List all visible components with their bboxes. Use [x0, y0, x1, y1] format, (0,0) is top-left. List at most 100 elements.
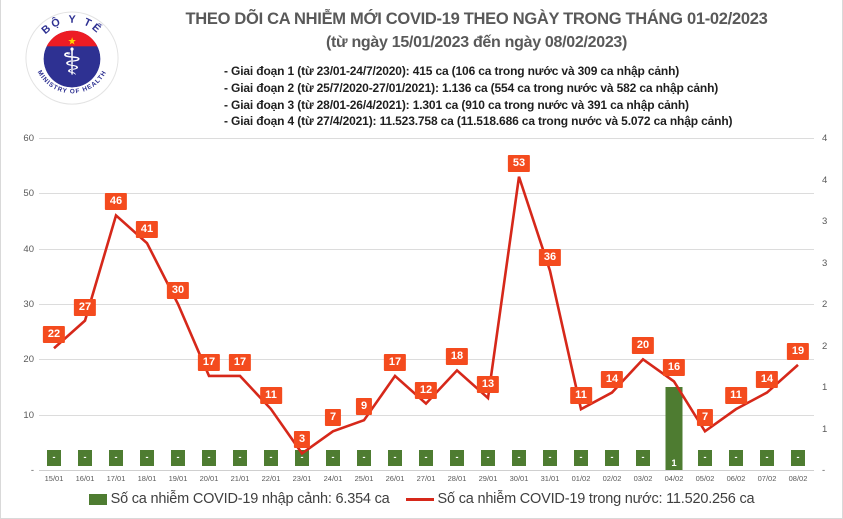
- imported-cases-zero-label: -: [264, 450, 278, 466]
- right-axis-tick: 2: [822, 299, 828, 310]
- domestic-cases-point-label: 12: [414, 381, 438, 399]
- green-bar-swatch-icon: [88, 493, 107, 505]
- left-axis-tick: 20: [23, 354, 34, 366]
- x-axis-label: 28/01: [447, 474, 467, 483]
- imported-cases-zero-label: -: [233, 450, 247, 466]
- imported-cases-zero-label: -: [202, 450, 216, 466]
- imported-cases-zero-label: -: [326, 450, 340, 466]
- domestic-cases-point-label: 9: [355, 398, 373, 416]
- domestic-cases-point-label: 27: [73, 298, 97, 316]
- x-axis-label: 04/02: [664, 474, 684, 483]
- legend-item-imported: Số ca nhiễm COVID-19 nhập cảnh: 6.354 ca: [88, 491, 390, 507]
- period-4-line: - Giai đoạn 4 (từ 27/4/2021): 11.523.758…: [224, 114, 733, 129]
- left-axis-tick: 10: [23, 409, 34, 421]
- right-axis-tick: 3: [822, 257, 828, 269]
- domestic-cases-point-label: 13: [476, 376, 500, 394]
- imported-cases-zero-label: -: [140, 450, 154, 466]
- x-axis-label: 06/02: [726, 474, 746, 483]
- imported-cases-zero-label: -: [295, 450, 309, 466]
- imported-cases-zero-label: -: [605, 450, 619, 466]
- domestic-cases-point-label: 11: [260, 387, 282, 405]
- logo-red-band: [43, 30, 101, 47]
- domestic-cases-point-label: 22: [42, 326, 66, 344]
- period-2-line: - Giai đoạn 2 (từ 25/7/2020-27/01/2021):…: [224, 80, 719, 95]
- right-axis-tick: 3: [822, 216, 828, 227]
- x-axis-label: 26/01: [385, 474, 405, 483]
- period-3-line: - Giai đoạn 3 (từ 28/01-26/4/2021): 1.30…: [224, 97, 689, 112]
- imported-cases-zero-label: -: [760, 450, 774, 466]
- imported-cases-zero-label: -: [574, 450, 588, 466]
- x-axis-label: 18/01: [137, 474, 157, 483]
- x-axis-label: 16/01: [75, 474, 95, 483]
- domestic-cases-point-label: 17: [197, 353, 221, 371]
- domestic-cases-point-label: 16: [662, 359, 686, 377]
- chart-legend: Số ca nhiễm COVID-19 nhập cảnh: 6.354 ca…: [1, 491, 842, 507]
- x-axis-label: 19/01: [168, 474, 188, 483]
- x-axis-label: 31/01: [540, 474, 560, 483]
- imported-cases-zero-label: -: [450, 450, 464, 466]
- legend-item-domestic: Số ca nhiễm COVID-19 trong nước: 11.520.…: [405, 491, 755, 507]
- x-axis-label: 02/02: [602, 474, 622, 483]
- x-axis-label: 01/02: [571, 474, 591, 483]
- domestic-cases-point-label: 30: [166, 282, 190, 299]
- x-axis-label: 05/02: [695, 474, 715, 483]
- x-axis-label: 30/01: [509, 474, 529, 483]
- x-axis-label: 21/01: [230, 474, 250, 483]
- x-axis-label: 15/01: [44, 474, 64, 483]
- imported-cases-zero-label: -: [109, 450, 123, 466]
- x-axis-label: 20/01: [199, 474, 219, 483]
- h-gridline: [38, 138, 814, 139]
- h-gridline: [38, 359, 814, 361]
- period-summary: - Giai đoạn 1 (từ 23/01-24/7/2020): 415 …: [224, 63, 733, 130]
- left-axis-tick: 60: [23, 133, 34, 144]
- right-axis-tick: 4: [822, 174, 828, 186]
- x-axis-label: 24/01: [323, 474, 343, 483]
- star-icon: ★: [68, 36, 77, 47]
- domestic-cases-point-label: 36: [538, 248, 562, 266]
- ministry-of-health-logo: BỘ Y TẾ MINISTRY OF HEALTH ★ ⚕: [25, 11, 119, 105]
- legend-label-domestic: Số ca nhiễm COVID-19 trong nước: 11.520.…: [437, 491, 755, 507]
- domestic-cases-point-label: 7: [324, 409, 342, 427]
- page-subtitle: (từ ngày 15/01/2023 đến ngày 08/02/2023): [325, 34, 628, 51]
- h-gridline: [38, 470, 814, 471]
- imported-cases-zero-label: -: [543, 450, 557, 466]
- imported-cases-zero-label: -: [481, 450, 495, 466]
- x-axis-label: 23/01: [292, 474, 312, 483]
- right-axis-tick: 2: [822, 340, 828, 352]
- domestic-cases-point-label: 19: [786, 342, 810, 360]
- domestic-cases-point-label: 11: [725, 387, 747, 405]
- imported-cases-zero-label: -: [357, 450, 371, 466]
- imported-cases-bar: 1: [665, 387, 683, 470]
- imported-cases-zero-label: -: [47, 450, 61, 466]
- page-title: THEO DÕI CA NHIỄM MỚI COVID-19 THEO NGÀY…: [185, 10, 768, 28]
- right-axis-tick: 4: [822, 133, 828, 144]
- x-axis-label: 29/01: [478, 474, 498, 483]
- domestic-cases-point-label: 17: [228, 353, 252, 371]
- red-line-swatch-icon: [405, 497, 434, 501]
- domestic-cases-point-label: 18: [445, 348, 469, 366]
- domestic-cases-point-label: 3: [293, 431, 311, 449]
- x-axis-label: 22/01: [261, 474, 281, 483]
- x-axis-label: 07/02: [757, 474, 777, 483]
- left-axis-tick: 50: [23, 188, 34, 200]
- imported-cases-zero-label: -: [171, 450, 185, 466]
- domestic-cases-point-label: 41: [135, 221, 159, 239]
- domestic-cases-point-label: 14: [755, 370, 779, 388]
- x-axis-label: 27/01: [416, 474, 436, 483]
- domestic-cases-point-label: 17: [383, 353, 407, 371]
- h-gridline: [38, 193, 814, 195]
- domestic-cases-point-label: 7: [696, 409, 714, 427]
- imported-cases-zero-label: -: [78, 450, 92, 466]
- asclepius-staff-icon: ⚕: [62, 41, 82, 83]
- domestic-cases-point-label: 20: [631, 337, 655, 355]
- x-axis-label: 08/02: [788, 474, 808, 483]
- right-axis-tick: 1: [822, 382, 828, 393]
- imported-cases-bar-label: 1: [671, 458, 677, 469]
- imported-cases-zero-label: -: [636, 450, 650, 466]
- period-1-line: - Giai đoạn 1 (từ 23/01-24/7/2020): 415 …: [224, 64, 680, 78]
- domestic-cases-point-label: 53: [507, 154, 531, 172]
- h-gridline: [38, 248, 814, 250]
- left-axis-tick: -: [30, 465, 34, 476]
- right-axis-tick: -: [822, 465, 826, 476]
- x-axis-label: 17/01: [106, 474, 126, 483]
